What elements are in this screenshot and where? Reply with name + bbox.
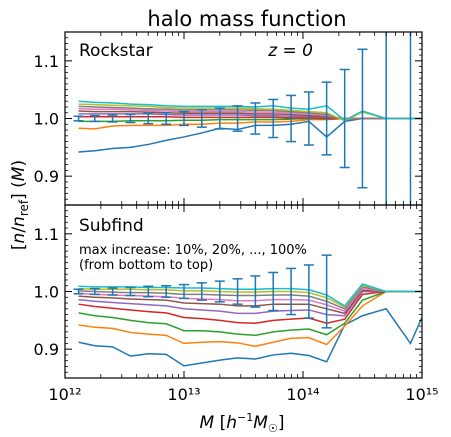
series-line-10: [78, 100, 422, 122]
series-line-6: [78, 289, 422, 315]
chart-title: halo mass function: [147, 7, 346, 31]
panel-label-rockstar: Rockstar: [79, 41, 153, 61]
plot-area: [73, 32, 422, 205]
subfind-annotation-line-1: max increase: 10%, 20%, ..., 100%: [79, 243, 307, 258]
panel-label-subfind: Subfind: [79, 216, 144, 236]
y-tick-label: 0.9: [34, 340, 59, 359]
x-axis-label: M [h−1M☉]: [200, 411, 285, 435]
plot-area: [73, 254, 422, 367]
x-tick-label: 10¹⁵: [405, 385, 438, 404]
x-tick-label: 10¹³: [167, 385, 200, 404]
series-line-5: [78, 290, 422, 317]
series-line-8: [78, 105, 422, 121]
series-line-1: [78, 307, 422, 367]
series-line-9: [78, 103, 422, 122]
y-tick-label: 0.9: [34, 167, 59, 186]
bottom-panel: 10¹² 10¹³ 10¹⁴ 10¹⁵ 0.9 1.0 1.1: [34, 204, 439, 404]
series-line-1: [78, 117, 422, 153]
series-line-4: [78, 290, 422, 324]
y-tick-label: 1.1: [34, 225, 59, 244]
series-line-2: [78, 290, 422, 348]
y-tick-label: 1.0: [34, 110, 59, 129]
subfind-annotation-line-2: (from bottom to top): [79, 258, 213, 273]
y-tick-label: 1.0: [34, 283, 59, 302]
series-line-3: [78, 290, 422, 337]
x-tick-label: 10¹²: [48, 385, 81, 404]
series-line-8: [78, 286, 422, 310]
redshift-annotation: z = 0: [267, 41, 313, 61]
y-axis-label: [n/nref] (M): [9, 160, 31, 250]
x-tick-label: 10¹⁴: [286, 385, 319, 404]
top-panel: 0.9 1.0 1.1: [34, 31, 423, 206]
y-tick-label: 1.1: [34, 52, 59, 71]
